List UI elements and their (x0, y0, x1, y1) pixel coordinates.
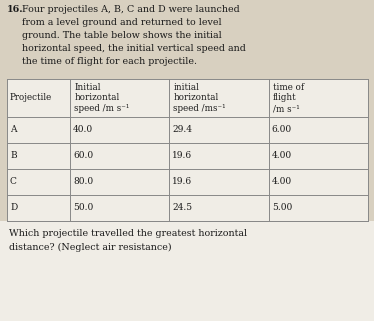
Text: 4.00: 4.00 (272, 152, 292, 160)
Text: 6.00: 6.00 (272, 126, 292, 134)
Text: Four projectiles A, B, C and D were launched: Four projectiles A, B, C and D were laun… (22, 5, 240, 14)
Text: Projectile: Projectile (10, 93, 52, 102)
Text: 19.6: 19.6 (172, 178, 193, 187)
Text: 19.6: 19.6 (172, 152, 193, 160)
Text: initial
horizontal
speed /ms⁻¹: initial horizontal speed /ms⁻¹ (174, 83, 226, 113)
Text: 50.0: 50.0 (73, 204, 94, 213)
Text: 16.: 16. (7, 5, 24, 14)
Text: from a level ground and returned to level: from a level ground and returned to leve… (22, 18, 222, 27)
Text: 4.00: 4.00 (272, 178, 292, 187)
Text: the time of flight for each projectile.: the time of flight for each projectile. (22, 57, 197, 66)
Text: 24.5: 24.5 (172, 204, 193, 213)
Text: C: C (10, 178, 17, 187)
Text: Which projectile travelled the greatest horizontal: Which projectile travelled the greatest … (9, 229, 247, 238)
Text: 60.0: 60.0 (73, 152, 93, 160)
Text: ground. The table below shows the initial: ground. The table below shows the initia… (22, 31, 222, 40)
Bar (7, 79, 368, 221)
Text: distance? (Neglect air resistance): distance? (Neglect air resistance) (9, 242, 172, 252)
Text: D: D (10, 204, 17, 213)
Bar (0, 221, 374, 321)
Text: 29.4: 29.4 (172, 126, 193, 134)
Text: 5.00: 5.00 (272, 204, 292, 213)
Text: 80.0: 80.0 (73, 178, 93, 187)
Text: B: B (10, 152, 16, 160)
Text: horizontal speed, the initial vertical speed and: horizontal speed, the initial vertical s… (22, 44, 246, 53)
Text: 40.0: 40.0 (73, 126, 93, 134)
Text: Initial
horizontal
speed /m s⁻¹: Initial horizontal speed /m s⁻¹ (74, 83, 129, 113)
Text: time of
flight
/m s⁻¹: time of flight /m s⁻¹ (273, 83, 304, 113)
Text: A: A (10, 126, 16, 134)
